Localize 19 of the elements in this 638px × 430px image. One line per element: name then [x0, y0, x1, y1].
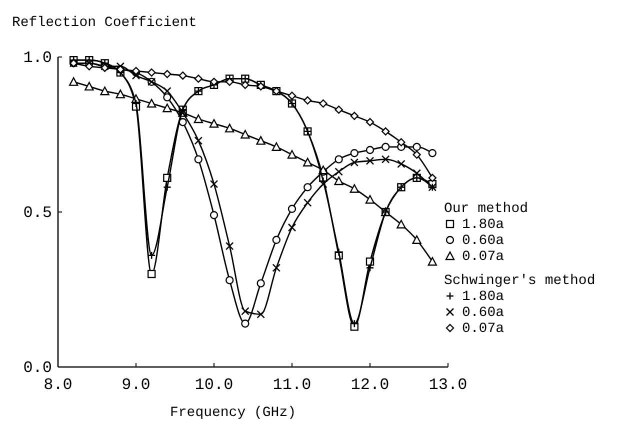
x-tick-label: 8.0 [44, 376, 72, 394]
x-axis-title: Frequency (GHz) [170, 405, 296, 421]
legend-label: 0.60a [462, 305, 504, 321]
legend-label: 0.60a [462, 233, 504, 249]
annotation: Schwinger's method [444, 273, 596, 289]
legend-title: Our method [444, 201, 528, 217]
x-tick-label: 13.0 [428, 376, 468, 394]
legend-label: 0.07a [462, 321, 504, 337]
y-tick-label: 0.5 [23, 204, 52, 222]
x-tick-label: 11.0 [272, 376, 312, 394]
y-axis-title: Reflection Coefficient [12, 15, 197, 31]
x-tick-label: 10.0 [194, 376, 234, 394]
legend-label: 0.07a [462, 249, 504, 265]
x-tick-label: 12.0 [350, 376, 390, 394]
legend-label: 1.80a [462, 217, 504, 233]
y-tick-label: 0.0 [23, 359, 52, 377]
y-tick-label: 1.0 [23, 49, 52, 67]
legend-label: 1.80a [462, 289, 504, 305]
x-tick-label: 9.0 [122, 376, 150, 394]
